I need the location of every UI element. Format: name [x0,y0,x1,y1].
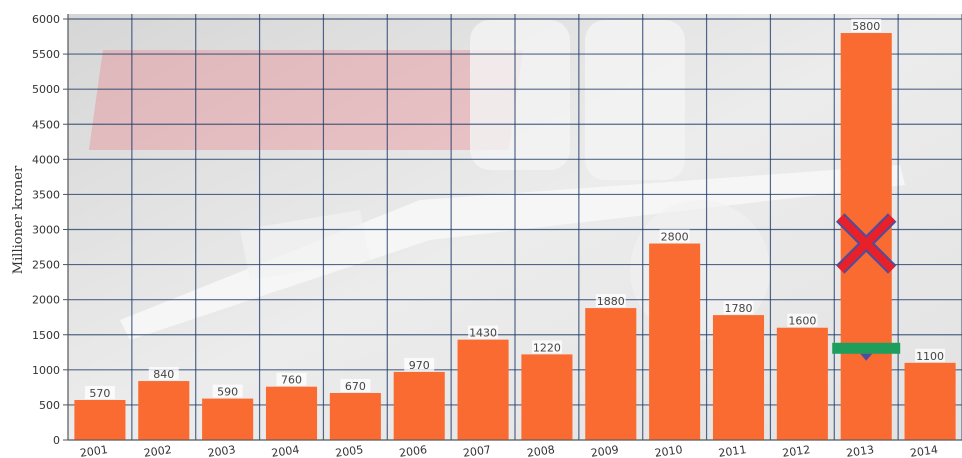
bar-2008 [521,354,573,440]
x-tick-label-2008: 2008 [526,443,556,458]
y-tick-label: 3500 [32,188,60,201]
y-tick-label: 500 [39,399,60,412]
y-tick-label: 5000 [32,83,60,96]
y-axis-ticks: 0 500 1000 1500 2000 2500 3000 3500 4000 4500 5000… [32,13,68,447]
bar-2014 [904,362,956,440]
value-label-bg [404,357,435,371]
x-tick-label-2011: 2011 [718,443,748,458]
value-label-bg [84,386,115,400]
value-label-2011: 1780 [725,302,753,315]
value-label-2004: 760 [281,374,302,387]
bar-2006 [393,371,445,440]
x-tick-label-2014: 2014 [909,443,939,458]
x-tick-label-2005: 2005 [335,443,365,458]
value-label-2008: 1220 [533,341,561,354]
green-marker [832,342,901,361]
y-tick-label: 4000 [32,153,60,166]
bar-2011 [712,315,765,440]
y-tick-label: 6000 [32,13,60,26]
value-label-2012: 1600 [788,315,816,328]
bar-2003 [202,398,254,440]
value-label-bg [915,348,946,362]
x-tick-label-2003: 2003 [207,443,237,458]
value-label-2005: 670 [345,380,366,393]
bar-2004 [265,386,318,440]
value-label-bg [851,19,882,33]
bar-2002 [138,381,190,440]
value-label-bg [787,313,818,327]
value-label-2006: 970 [409,359,430,372]
value-label-2001: 570 [89,387,110,400]
bar-2012 [776,327,828,440]
x-tick-label-2006: 2006 [398,443,428,458]
bars-group [74,33,956,441]
x-tick-label-2002: 2002 [143,443,173,458]
x-tick-label-2004: 2004 [271,443,301,458]
bar-2009 [585,308,637,440]
value-label-bg [659,229,690,243]
x-tick-label-2009: 2009 [590,443,620,458]
y-tick-label: 2000 [32,294,60,307]
value-label-bg [276,372,307,386]
value-label-2009: 1880 [597,295,625,308]
y-tick-label: 1000 [32,364,60,377]
value-label-bg [340,378,371,392]
y-tick-label: 0 [53,434,60,447]
y-tick-label: 2500 [32,259,60,272]
value-label-bg [148,367,179,381]
x-tick-label-2012: 2012 [782,443,812,458]
bar-2010 [649,243,701,440]
y-axis-title: Millioner kroner [11,165,26,274]
bar-2005 [329,392,381,440]
x-axis-ticks: 2001 2002 2003 2004 2005 2006 2007 2008 2009 2010… [79,443,939,458]
value-label-2010: 2800 [661,231,689,244]
value-labels-group: 570 840 590 760 670 970 1430 1220 1880 2800 1780 16… [84,19,946,400]
y-tick-label: 1500 [32,329,60,342]
value-label-bg [595,294,626,308]
annotations-group [832,213,901,361]
value-label-bg [531,340,562,354]
value-label-bg [212,384,243,398]
value-label-2002: 840 [153,368,174,381]
x-tick-label-2010: 2010 [654,443,684,458]
x-tick-label-2007: 2007 [462,443,492,458]
value-label-2013: 5800 [852,20,880,33]
y-tick-label: 4500 [32,118,60,131]
y-tick-label: 5500 [32,48,60,61]
bar-2007 [457,339,509,440]
value-label-2003: 590 [217,386,238,399]
x-tick-label-2001: 2001 [79,443,109,458]
value-label-2007: 1430 [469,327,497,340]
value-label-bg [723,301,754,315]
cross-mark [835,213,897,274]
x-tick-label-2013: 2013 [845,443,875,458]
y-tick-label: 3000 [32,224,60,237]
bar-2001 [74,400,126,440]
value-label-2014: 1100 [916,350,944,363]
value-label-bg [468,325,499,339]
